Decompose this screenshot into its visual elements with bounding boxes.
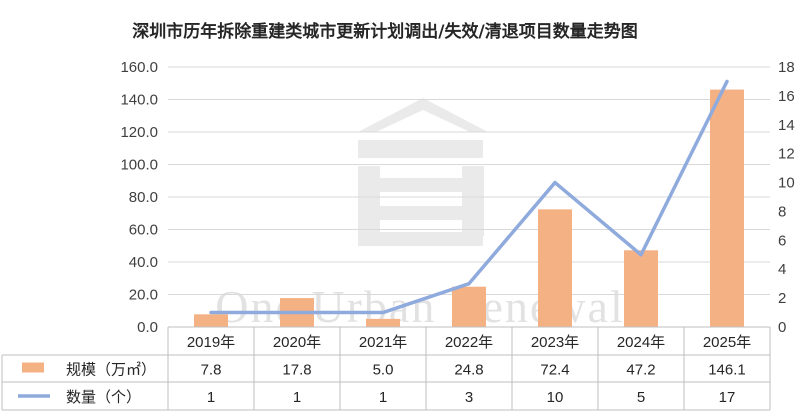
line-point-2022年 <box>467 282 471 286</box>
x-tick-label: 2019年 <box>187 334 235 351</box>
y-left-tick-label: 40.0 <box>129 254 158 271</box>
y-right-tick-label: 4 <box>778 261 786 278</box>
watermark-logo <box>358 98 488 246</box>
line-data-label: 17 <box>719 389 736 406</box>
axis-layer: 0.0 20.0 40.0 60.0 80.0 100.0 120.0 140.0 160.0 0… <box>120 59 794 336</box>
line-point-2024年 <box>639 253 643 257</box>
y-right-tick-label: 10 <box>778 175 795 192</box>
y-left-tick-label: 60.0 <box>129 222 158 239</box>
chart-title: 深圳市历年拆除重建类城市更新计划调出/失效/清退项目数量走势图 <box>132 21 637 42</box>
bar-data-label: 24.8 <box>454 362 483 379</box>
bar-data-label: 146.1 <box>708 362 746 379</box>
line-data-label: 1 <box>293 389 301 406</box>
line-data-label: 1 <box>207 389 215 406</box>
line-data-label: 10 <box>547 389 564 406</box>
legend-label-bar: 规模（万㎡） <box>66 361 156 379</box>
bar-data-label: 5.0 <box>373 362 394 379</box>
y-left-tick-label: 100.0 <box>120 157 158 174</box>
y-right-tick-label: 8 <box>778 203 786 220</box>
x-tick-label: 2022年 <box>445 334 493 351</box>
line-point-2020年 <box>295 311 299 315</box>
bar-2021年 <box>366 318 400 327</box>
line-layer <box>209 79 729 315</box>
bar-data-label: 17.8 <box>282 362 311 379</box>
y-right-tick-label: 16 <box>778 88 795 105</box>
y-right-tick-label: 12 <box>778 146 795 163</box>
line-data-label: 5 <box>637 389 645 406</box>
bar-data-label: 47.2 <box>626 362 655 379</box>
line-point-2025年 <box>725 79 729 83</box>
x-tick-label: 2021年 <box>359 334 407 351</box>
line-point-2023年 <box>553 181 557 185</box>
x-tick-label: 2024年 <box>617 334 665 351</box>
line-data-label: 3 <box>465 389 473 406</box>
bar-2025年 <box>710 89 744 328</box>
legend-swatch-bar <box>22 362 44 373</box>
y-right-tick-label: 18 <box>778 59 795 76</box>
bar-2022年 <box>452 286 486 327</box>
bar-2023年 <box>538 209 572 327</box>
line-point-2021年 <box>381 311 385 315</box>
line-data-label: 1 <box>379 389 387 406</box>
y-left-tick-label: 20.0 <box>129 287 158 304</box>
bar-data-label: 7.8 <box>201 362 222 379</box>
x-tick-label: 2023年 <box>531 334 579 351</box>
x-tick-label: 2025年 <box>703 334 751 351</box>
y-left-tick-label: 80.0 <box>129 189 158 206</box>
bar-data-label: 72.4 <box>540 362 569 379</box>
x-tick-label: 2020年 <box>273 334 321 351</box>
y-right-tick-label: 0 <box>778 319 786 336</box>
bar-2019年 <box>194 314 228 327</box>
y-left-tick-label: 0.0 <box>137 319 158 336</box>
line-point-2019年 <box>209 311 213 315</box>
y-left-tick-label: 120.0 <box>120 124 158 141</box>
legend-label-line: 数量（个） <box>66 388 141 406</box>
y-right-tick-label: 14 <box>778 117 795 134</box>
y-right-tick-label: 6 <box>778 232 786 249</box>
y-left-tick-label: 140.0 <box>120 92 158 109</box>
bar-layer <box>194 89 744 328</box>
bar-2024年 <box>624 250 658 327</box>
data-table: 2019年 7.8 1 2020年 17.8 1 2021年 5.0 1 2022年 24.8 3 20… <box>1 326 771 411</box>
y-right-tick-label: 2 <box>778 290 786 307</box>
y-left-tick-label: 160.0 <box>120 59 158 76</box>
